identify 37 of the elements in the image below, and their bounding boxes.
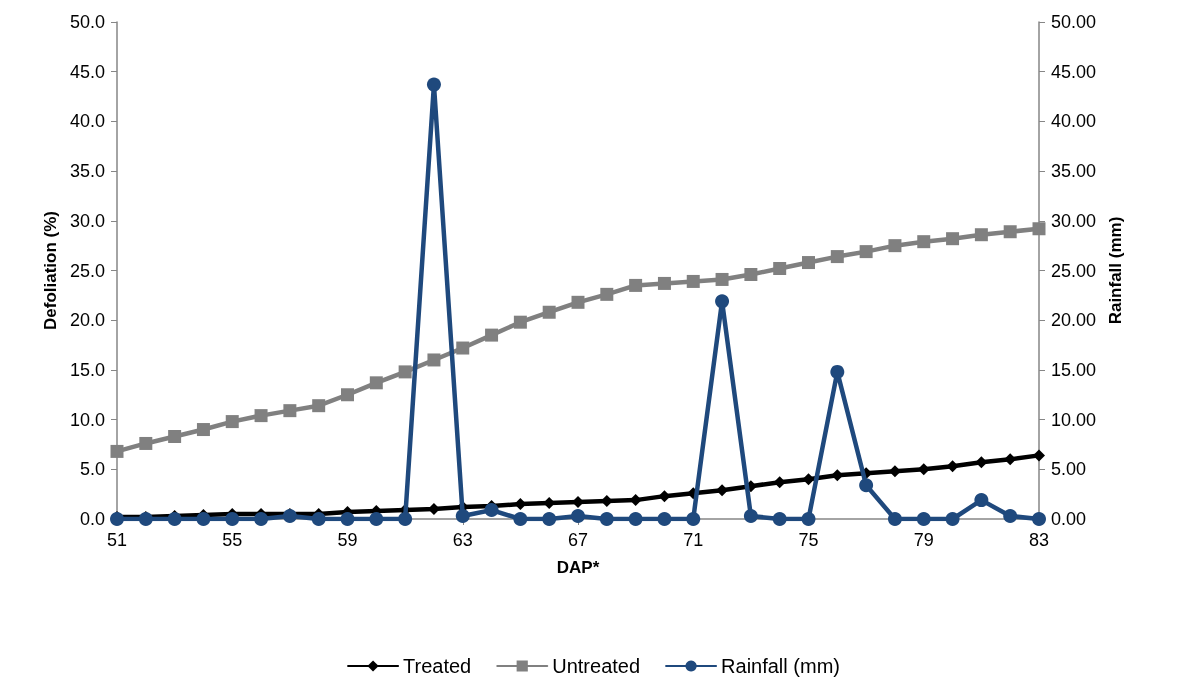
y-tick-label: 5.0 (79, 459, 105, 480)
y-tick-label: 20.0 (69, 310, 105, 331)
x-tick-label: 83 (1028, 530, 1050, 550)
y2-tick-label: 35.00 (1051, 161, 1097, 182)
y2-tick-label: 10.00 (1051, 409, 1097, 430)
y2-axis-title: Rainfall (mm) (1105, 216, 1125, 325)
y2-tick-label: 45.00 (1051, 61, 1097, 82)
x-axis-title: DAP* (556, 558, 600, 577)
x-tick-label: 79 (913, 530, 934, 550)
y2-tick-label: 15.00 (1051, 359, 1097, 380)
y-tick-label: 45.0 (69, 61, 105, 82)
x-tick-label: 59 (337, 530, 358, 550)
legend-label: Rainfall (mm) (721, 655, 840, 677)
y2-tick-label: 40.00 (1051, 111, 1097, 132)
y-tick-label: 35.0 (69, 161, 105, 182)
legend-label: Untreated (552, 655, 641, 677)
y-tick-label: 10.0 (69, 409, 105, 430)
x-tick-label: 63 (452, 530, 473, 550)
y2-tick-label: 0.00 (1051, 509, 1087, 529)
x-tick-label: 51 (106, 530, 128, 550)
legend-label: Treated (403, 655, 472, 677)
y2-tick-label: 5.00 (1051, 459, 1087, 480)
x-tick-label: 75 (798, 530, 819, 550)
x-tick-label: 71 (683, 530, 704, 550)
y2-tick-label: 20.00 (1051, 310, 1097, 331)
y-tick-label: 50.0 (69, 12, 105, 32)
y-tick-label: 40.0 (69, 111, 105, 132)
y-tick-label: 25.0 (69, 260, 105, 281)
y-tick-label: 30.0 (69, 210, 105, 231)
x-tick-label: 67 (567, 530, 589, 550)
y2-tick-label: 50.00 (1051, 12, 1097, 32)
y2-tick-label: 25.00 (1051, 260, 1097, 281)
x-tick-label: 55 (222, 530, 243, 550)
y-tick-label: 0.0 (79, 509, 105, 529)
y-axis-title: Defoliation (%) (41, 211, 60, 330)
y-tick-label: 15.0 (69, 359, 105, 380)
y2-tick-label: 30.00 (1051, 210, 1097, 231)
